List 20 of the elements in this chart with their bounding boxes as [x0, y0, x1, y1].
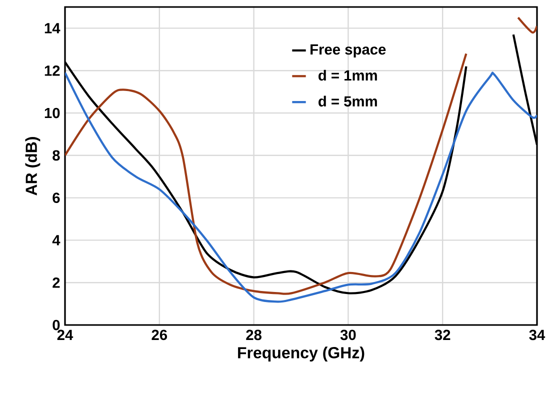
x-tick-label: 28: [246, 330, 262, 340]
y-axis-title: AR (dB): [25, 137, 40, 196]
y-tick-label: 8: [52, 150, 60, 161]
y-tick-label: 10: [44, 108, 60, 118]
y-tick-label: 2: [52, 277, 60, 288]
x-tick-label: 34: [529, 330, 546, 340]
x-tick-label: 24: [57, 330, 74, 340]
y-tick-label: 12: [44, 66, 60, 76]
x-axis-title: Frequency (GHz): [238, 346, 364, 362]
legend-label: d = 1mm: [318, 70, 377, 81]
x-tick-label: 32: [434, 330, 450, 340]
x-tick-label: 30: [340, 330, 356, 340]
x-tick-label: 26: [152, 330, 168, 340]
y-tick-label: 6: [52, 192, 60, 203]
legend-label: Free space: [310, 44, 386, 58]
y-tick-label: 4: [52, 235, 60, 246]
legend-label: d = 5mm: [318, 96, 377, 107]
y-tick-label: 0: [52, 320, 60, 330]
y-tick-label: 14: [44, 23, 60, 34]
line-series: [65, 72, 537, 303]
